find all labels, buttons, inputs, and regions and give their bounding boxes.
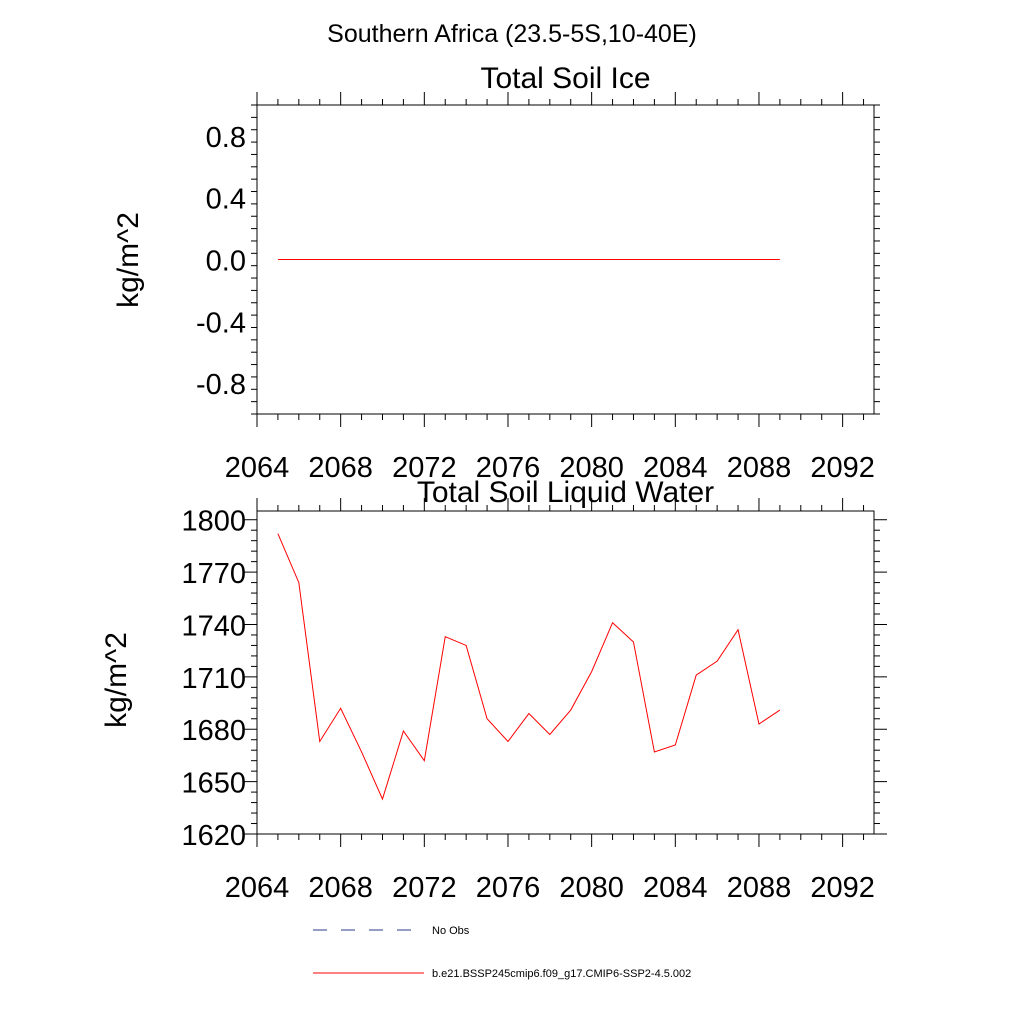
y-tick-label: 0.4 (206, 184, 246, 216)
y-tick-label: 1680 (181, 715, 246, 747)
x-tick-label: 2064 (225, 452, 290, 484)
x-tick-label: 2088 (727, 452, 792, 484)
y-tick-label: -0.4 (196, 307, 246, 339)
plot-frame (256, 104, 875, 415)
legend: No Obs b.e21.BSSP245cmip6.f09_g17.CMIP6-… (313, 925, 691, 980)
x-tick-label: 2088 (727, 872, 792, 904)
x-tick-label: 2068 (308, 452, 373, 484)
y-tick-label: -0.8 (196, 369, 246, 401)
x-tick-label: 2064 (225, 872, 290, 904)
x-tick-label: 2080 (559, 452, 624, 484)
x-tick-label: 2072 (392, 872, 457, 904)
x-tick-label: 2080 (559, 872, 624, 904)
panel-title: Total Soil Ice (480, 62, 650, 95)
y-axis-label: kg/m^2 (100, 632, 133, 728)
x-tick-label: 2068 (308, 872, 373, 904)
plot-frame (256, 510, 875, 835)
y-tick-label: 1770 (181, 558, 246, 590)
y-tick-label: 1710 (181, 663, 246, 695)
panel-title: Total Soil Liquid Water (417, 476, 714, 509)
legend-model-label: b.e21.BSSP245cmip6.f09_g17.CMIP6-SSP2-4.… (432, 968, 691, 980)
series-line (277, 533, 781, 801)
x-tick-label: 2092 (810, 872, 875, 904)
x-tick-label: 2072 (392, 452, 457, 484)
y-tick-label: 1740 (181, 610, 246, 642)
x-tick-label: 2092 (810, 452, 875, 484)
legend-no-obs-label: No Obs (432, 925, 470, 937)
y-axis-label: kg/m^2 (112, 212, 145, 308)
figure-suptitle: Southern Africa (23.5-5S,10-40E) (327, 20, 697, 48)
panel-total-soil-liquid-water: Total Soil Liquid Water 2064 2068 2072 2076 2… (100, 476, 887, 904)
y-tick-label: 0.8 (206, 122, 246, 154)
y-tick-label: 1650 (181, 768, 246, 800)
x-tick-label: 2084 (643, 452, 708, 484)
panel-total-soil-ice: Total Soil Ice 2064 2068 2072 2076 2080 2084 20… (112, 62, 880, 484)
x-tick-label: 2076 (476, 872, 541, 904)
y-tick-label: 1620 (181, 820, 246, 852)
y-tick-label: 1800 (181, 506, 246, 538)
x-tick-label: 2076 (476, 452, 541, 484)
x-tick-label: 2084 (643, 872, 708, 904)
y-tick-label: 0.0 (206, 246, 246, 278)
